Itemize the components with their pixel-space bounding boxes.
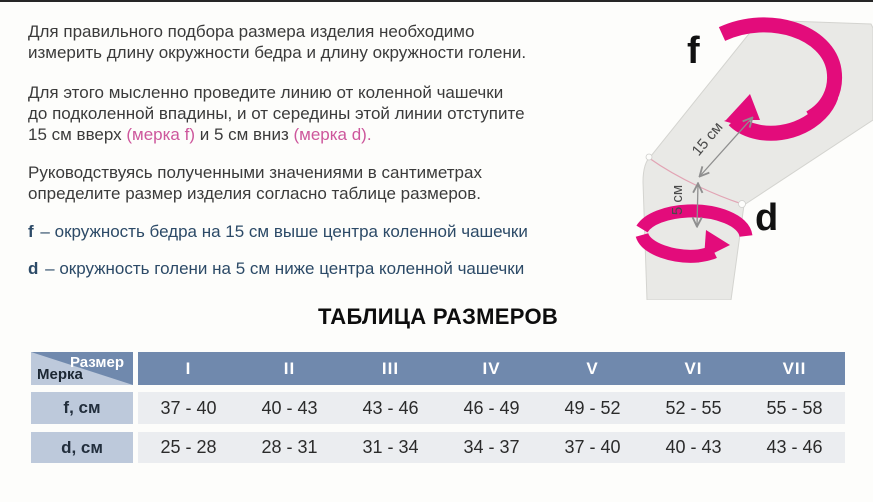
intro-text: 15 см вверх xyxy=(28,125,127,144)
mark-d-reference: (мерка d). xyxy=(293,125,372,144)
dimension-arrow-15cm xyxy=(700,118,752,176)
dash: – xyxy=(40,222,50,241)
label-d: d xyxy=(755,197,778,239)
cell-d-2: 28 - 31 xyxy=(239,432,340,463)
col-header-2: II xyxy=(239,352,340,385)
col-header-6: VI xyxy=(643,352,744,385)
intro-text: Руководствуясь полученными значениями в … xyxy=(28,163,482,182)
cell-f-5: 49 - 52 xyxy=(542,392,643,424)
definition-f-text: окружность бедра на 15 см выше центра ко… xyxy=(54,222,528,241)
corner-label-size: Размер xyxy=(69,354,124,371)
crease-end-dot xyxy=(738,200,746,208)
definition-d-text: окружность голени на 5 см ниже центра ко… xyxy=(59,259,525,278)
intro-text: измерить длину окружности бедра и длину … xyxy=(28,43,527,62)
data-band-d: 25 - 28 28 - 31 31 - 34 34 - 37 37 - 40 … xyxy=(138,432,845,463)
corner-cell: Размер Мерка xyxy=(31,352,133,385)
header-band: I II III IV V VI VII xyxy=(138,352,845,385)
cell-f-3: 43 - 46 xyxy=(340,392,441,424)
cell-f-6: 52 - 55 xyxy=(643,392,744,424)
intro-text: и 5 см вниз xyxy=(195,125,294,144)
definition-d-key: d xyxy=(28,259,39,278)
intro-text: определите размер изделия согласно табли… xyxy=(28,184,481,203)
cell-f-4: 46 - 49 xyxy=(441,392,542,424)
table-row-d: d, см 25 - 28 28 - 31 31 - 34 34 - 37 37… xyxy=(31,432,845,463)
crease-end-dot xyxy=(645,153,653,161)
definition-f-key: f xyxy=(28,222,34,241)
dimension-arrow-5cm xyxy=(697,184,698,226)
row-header-d: d, см xyxy=(31,432,133,463)
table-row-f: f, см 37 - 40 40 - 43 43 - 46 46 - 49 49… xyxy=(31,392,845,424)
intro-paragraph-2: Для этого мысленно проведите линию от ко… xyxy=(28,82,628,145)
top-divider xyxy=(0,0,873,2)
intro-paragraph-3: Руководствуясь полученными значениями в … xyxy=(28,162,628,204)
col-header-3: III xyxy=(340,352,441,385)
corner-label-measure: Мерка xyxy=(37,366,83,383)
col-header-1: I xyxy=(138,352,239,385)
cell-d-1: 25 - 28 xyxy=(138,432,239,463)
definition-d: d – окружность голени на 5 см ниже центр… xyxy=(28,259,648,279)
intro-text: Для этого мысленно проведите линию от ко… xyxy=(28,83,504,102)
dimension-label-5cm: 5 см xyxy=(669,185,686,215)
intro-text-with-marks: 15 см вверх (мерка f) и 5 см вниз (мерка… xyxy=(28,124,628,145)
size-table: Размер Мерка I II III IV V VI VII f, см … xyxy=(31,352,845,463)
intro-text: до подколенной впадины, и от середины эт… xyxy=(28,104,525,123)
label-f: f xyxy=(687,30,700,72)
row-header-f: f, см xyxy=(31,392,133,424)
cell-f-7: 55 - 58 xyxy=(744,392,845,424)
cell-d-4: 34 - 37 xyxy=(441,432,542,463)
calf-wrap-arrow xyxy=(635,204,753,263)
col-header-4: IV xyxy=(441,352,542,385)
mark-f-reference: (мерка f) xyxy=(126,125,195,144)
intro-text: Для правильного подбора размера изделия … xyxy=(28,22,475,41)
cell-d-7: 43 - 46 xyxy=(744,432,845,463)
cell-d-3: 31 - 34 xyxy=(340,432,441,463)
definition-f: f – окружность бедра на 15 см выше центр… xyxy=(28,222,648,242)
cell-d-6: 40 - 43 xyxy=(643,432,744,463)
data-band-f: 37 - 40 40 - 43 43 - 46 46 - 49 49 - 52 … xyxy=(138,392,845,424)
knee-measurement-illustration: 15 см 5 см f d xyxy=(635,17,873,300)
size-table-title: ТАБЛИЦА РАЗМЕРОВ xyxy=(317,304,559,329)
dash: – xyxy=(45,259,55,278)
col-header-5: V xyxy=(542,352,643,385)
size-table-header-row: Размер Мерка I II III IV V VI VII xyxy=(31,352,845,385)
cell-f-1: 37 - 40 xyxy=(138,392,239,424)
col-header-7: VII xyxy=(744,352,845,385)
cell-f-2: 40 - 43 xyxy=(239,392,340,424)
cell-d-5: 37 - 40 xyxy=(542,432,643,463)
intro-paragraph-1: Для правильного подбора размера изделия … xyxy=(28,21,628,63)
